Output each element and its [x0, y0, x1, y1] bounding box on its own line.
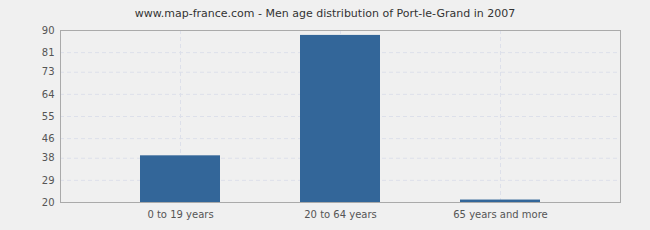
svg-text:46: 46 [42, 133, 55, 144]
svg-text:90: 90 [42, 25, 55, 36]
svg-text:0 to 19 years: 0 to 19 years [147, 209, 213, 220]
svg-text:38: 38 [42, 152, 55, 163]
svg-text:81: 81 [42, 47, 55, 58]
svg-text:20: 20 [42, 197, 55, 208]
svg-text:73: 73 [42, 66, 55, 77]
svg-text:29: 29 [42, 175, 55, 186]
svg-text:55: 55 [42, 111, 55, 122]
svg-text:20 to 64 years: 20 to 64 years [304, 209, 377, 220]
svg-text:64: 64 [42, 89, 55, 100]
svg-text:65 years and more: 65 years and more [453, 209, 548, 220]
html-text:www.map-france.com - Men age d: www.map-france.com - Men age distributio… [134, 7, 516, 20]
